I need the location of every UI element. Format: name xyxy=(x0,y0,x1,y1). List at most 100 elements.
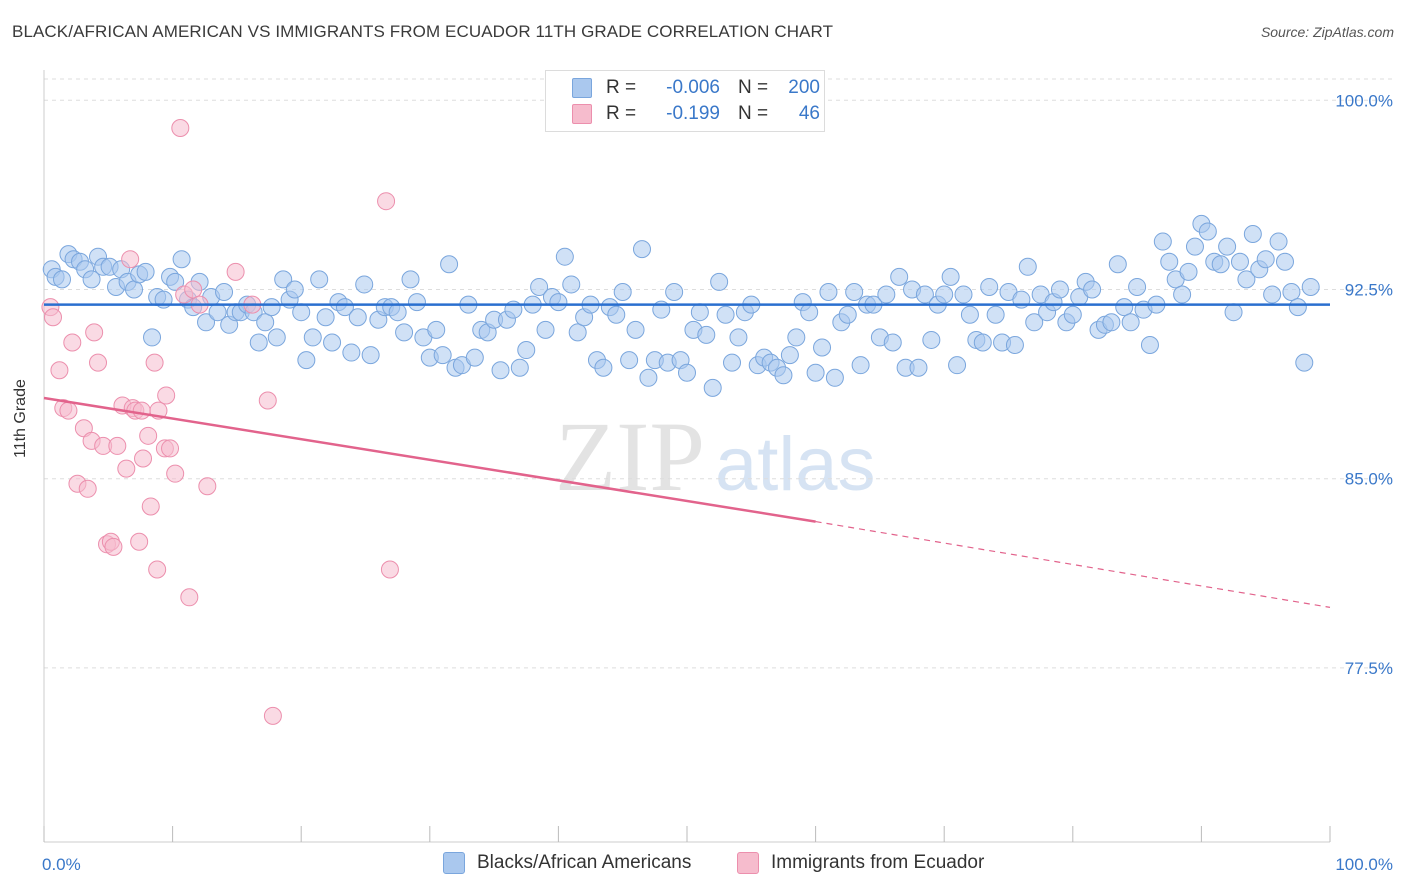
data-point-ecuador xyxy=(117,459,136,478)
data-point-blacks xyxy=(800,303,819,322)
data-point-blacks xyxy=(215,283,234,302)
data-point-ecuador xyxy=(145,353,164,372)
data-point-blacks xyxy=(877,285,896,304)
legend-label-blacks: Blacks/African Americans xyxy=(477,852,692,873)
data-point-blacks xyxy=(1237,270,1256,289)
data-point-blacks xyxy=(125,280,144,299)
data-point-blacks xyxy=(1185,237,1204,256)
data-point-blacks xyxy=(941,267,960,286)
data-point-blacks xyxy=(954,285,973,304)
data-point-blacks xyxy=(1005,335,1024,354)
data-point-blacks xyxy=(1288,298,1307,317)
data-point-ecuador xyxy=(184,280,203,299)
data-point-blacks xyxy=(1153,232,1172,251)
series-ecuador-points xyxy=(41,119,399,725)
data-point-blacks xyxy=(729,328,748,347)
data-point-ecuador xyxy=(130,532,149,551)
data-point-blacks xyxy=(1295,353,1314,372)
data-point-blacks xyxy=(1275,252,1294,271)
data-point-blacks xyxy=(297,351,316,370)
data-point-blacks xyxy=(1243,224,1262,243)
trend-line-ecuador-extension xyxy=(815,521,1331,608)
data-point-blacks xyxy=(1256,250,1275,269)
legend-row-ecuador: R = -0.199 N = 46 xyxy=(572,102,820,126)
data-point-ecuador xyxy=(59,401,78,420)
data-point-blacks xyxy=(348,308,367,327)
data-point-blacks xyxy=(980,277,999,296)
data-point-blacks xyxy=(678,363,696,382)
data-point-ecuador xyxy=(134,449,153,468)
legend-item-blacks: Blacks/African Americans xyxy=(443,852,691,874)
data-point-blacks xyxy=(935,285,954,304)
data-point-blacks xyxy=(427,320,446,339)
data-point-ecuador xyxy=(89,353,108,372)
data-point-ecuador xyxy=(198,477,217,496)
data-point-blacks xyxy=(1230,252,1249,271)
data-point-blacks xyxy=(136,262,155,281)
chart-title: BLACK/AFRICAN AMERICAN VS IMMIGRANTS FRO… xyxy=(12,22,834,41)
data-point-blacks xyxy=(530,277,549,296)
data-point-blacks xyxy=(568,323,587,342)
data-point-ecuador xyxy=(141,497,160,516)
data-point-blacks xyxy=(716,305,735,324)
data-point-blacks xyxy=(774,366,793,385)
data-point-ecuador xyxy=(78,479,97,498)
data-point-blacks xyxy=(1211,255,1230,274)
data-point-blacks xyxy=(562,275,581,294)
data-point-ecuador xyxy=(180,588,199,607)
watermark-zip: ZIP xyxy=(555,401,705,512)
data-point-blacks xyxy=(355,275,374,294)
data-point-blacks xyxy=(388,303,407,322)
data-point-blacks xyxy=(620,351,639,370)
data-point-blacks xyxy=(536,320,555,339)
axes xyxy=(43,70,1331,843)
source-label: Source: ZipAtlas.com xyxy=(1260,24,1394,40)
data-point-blacks xyxy=(697,325,716,344)
data-point-blacks xyxy=(285,280,304,299)
data-point-blacks xyxy=(1108,255,1127,274)
data-point-blacks xyxy=(1140,335,1159,354)
legend-n-value: 46 xyxy=(798,103,820,124)
data-point-blacks xyxy=(915,285,934,304)
data-point-blacks xyxy=(780,346,799,365)
legend-swatch-blue xyxy=(443,852,465,874)
data-point-blacks xyxy=(594,358,613,377)
data-point-blacks xyxy=(256,313,275,332)
data-point-blacks xyxy=(1160,252,1179,271)
data-point-blacks xyxy=(82,270,101,289)
data-point-blacks xyxy=(1301,277,1320,296)
data-point-ecuador xyxy=(108,436,127,455)
data-point-blacks xyxy=(703,378,722,397)
legend-r-label: R = xyxy=(606,103,637,124)
legend-n-label: N = xyxy=(738,77,769,98)
data-point-blacks xyxy=(1173,285,1192,304)
data-point-blacks xyxy=(1224,303,1243,322)
data-point-blacks xyxy=(806,363,825,382)
y-tick-label: 85.0% xyxy=(1345,470,1393,489)
data-point-blacks xyxy=(1063,305,1082,324)
data-point-blacks xyxy=(197,313,216,332)
data-point-blacks xyxy=(948,356,967,375)
data-point-blacks xyxy=(323,333,342,352)
data-point-blacks xyxy=(510,358,529,377)
x-tick-label-min: 0.0% xyxy=(42,855,81,874)
legend-swatch-pink xyxy=(572,104,592,124)
data-point-blacks xyxy=(890,267,909,286)
data-point-blacks xyxy=(787,328,806,347)
data-point-blacks xyxy=(1218,237,1237,256)
data-point-blacks xyxy=(555,247,574,266)
data-point-blacks xyxy=(632,240,651,259)
data-point-blacks xyxy=(1121,313,1140,332)
data-point-ecuador xyxy=(166,464,185,483)
legend-row-blacks: R = -0.006 N = 200 xyxy=(572,76,820,100)
legend-swatch-blue xyxy=(572,78,592,98)
data-point-blacks xyxy=(613,283,632,302)
data-point-blacks xyxy=(973,333,992,352)
watermark: ZIP atlas xyxy=(555,401,876,512)
data-point-blacks xyxy=(639,368,658,387)
legend-r-value: -0.006 xyxy=(666,77,720,98)
data-point-blacks xyxy=(1179,262,1198,281)
data-point-blacks xyxy=(1282,283,1301,302)
data-point-blacks xyxy=(723,353,742,372)
data-point-blacks xyxy=(517,341,536,360)
